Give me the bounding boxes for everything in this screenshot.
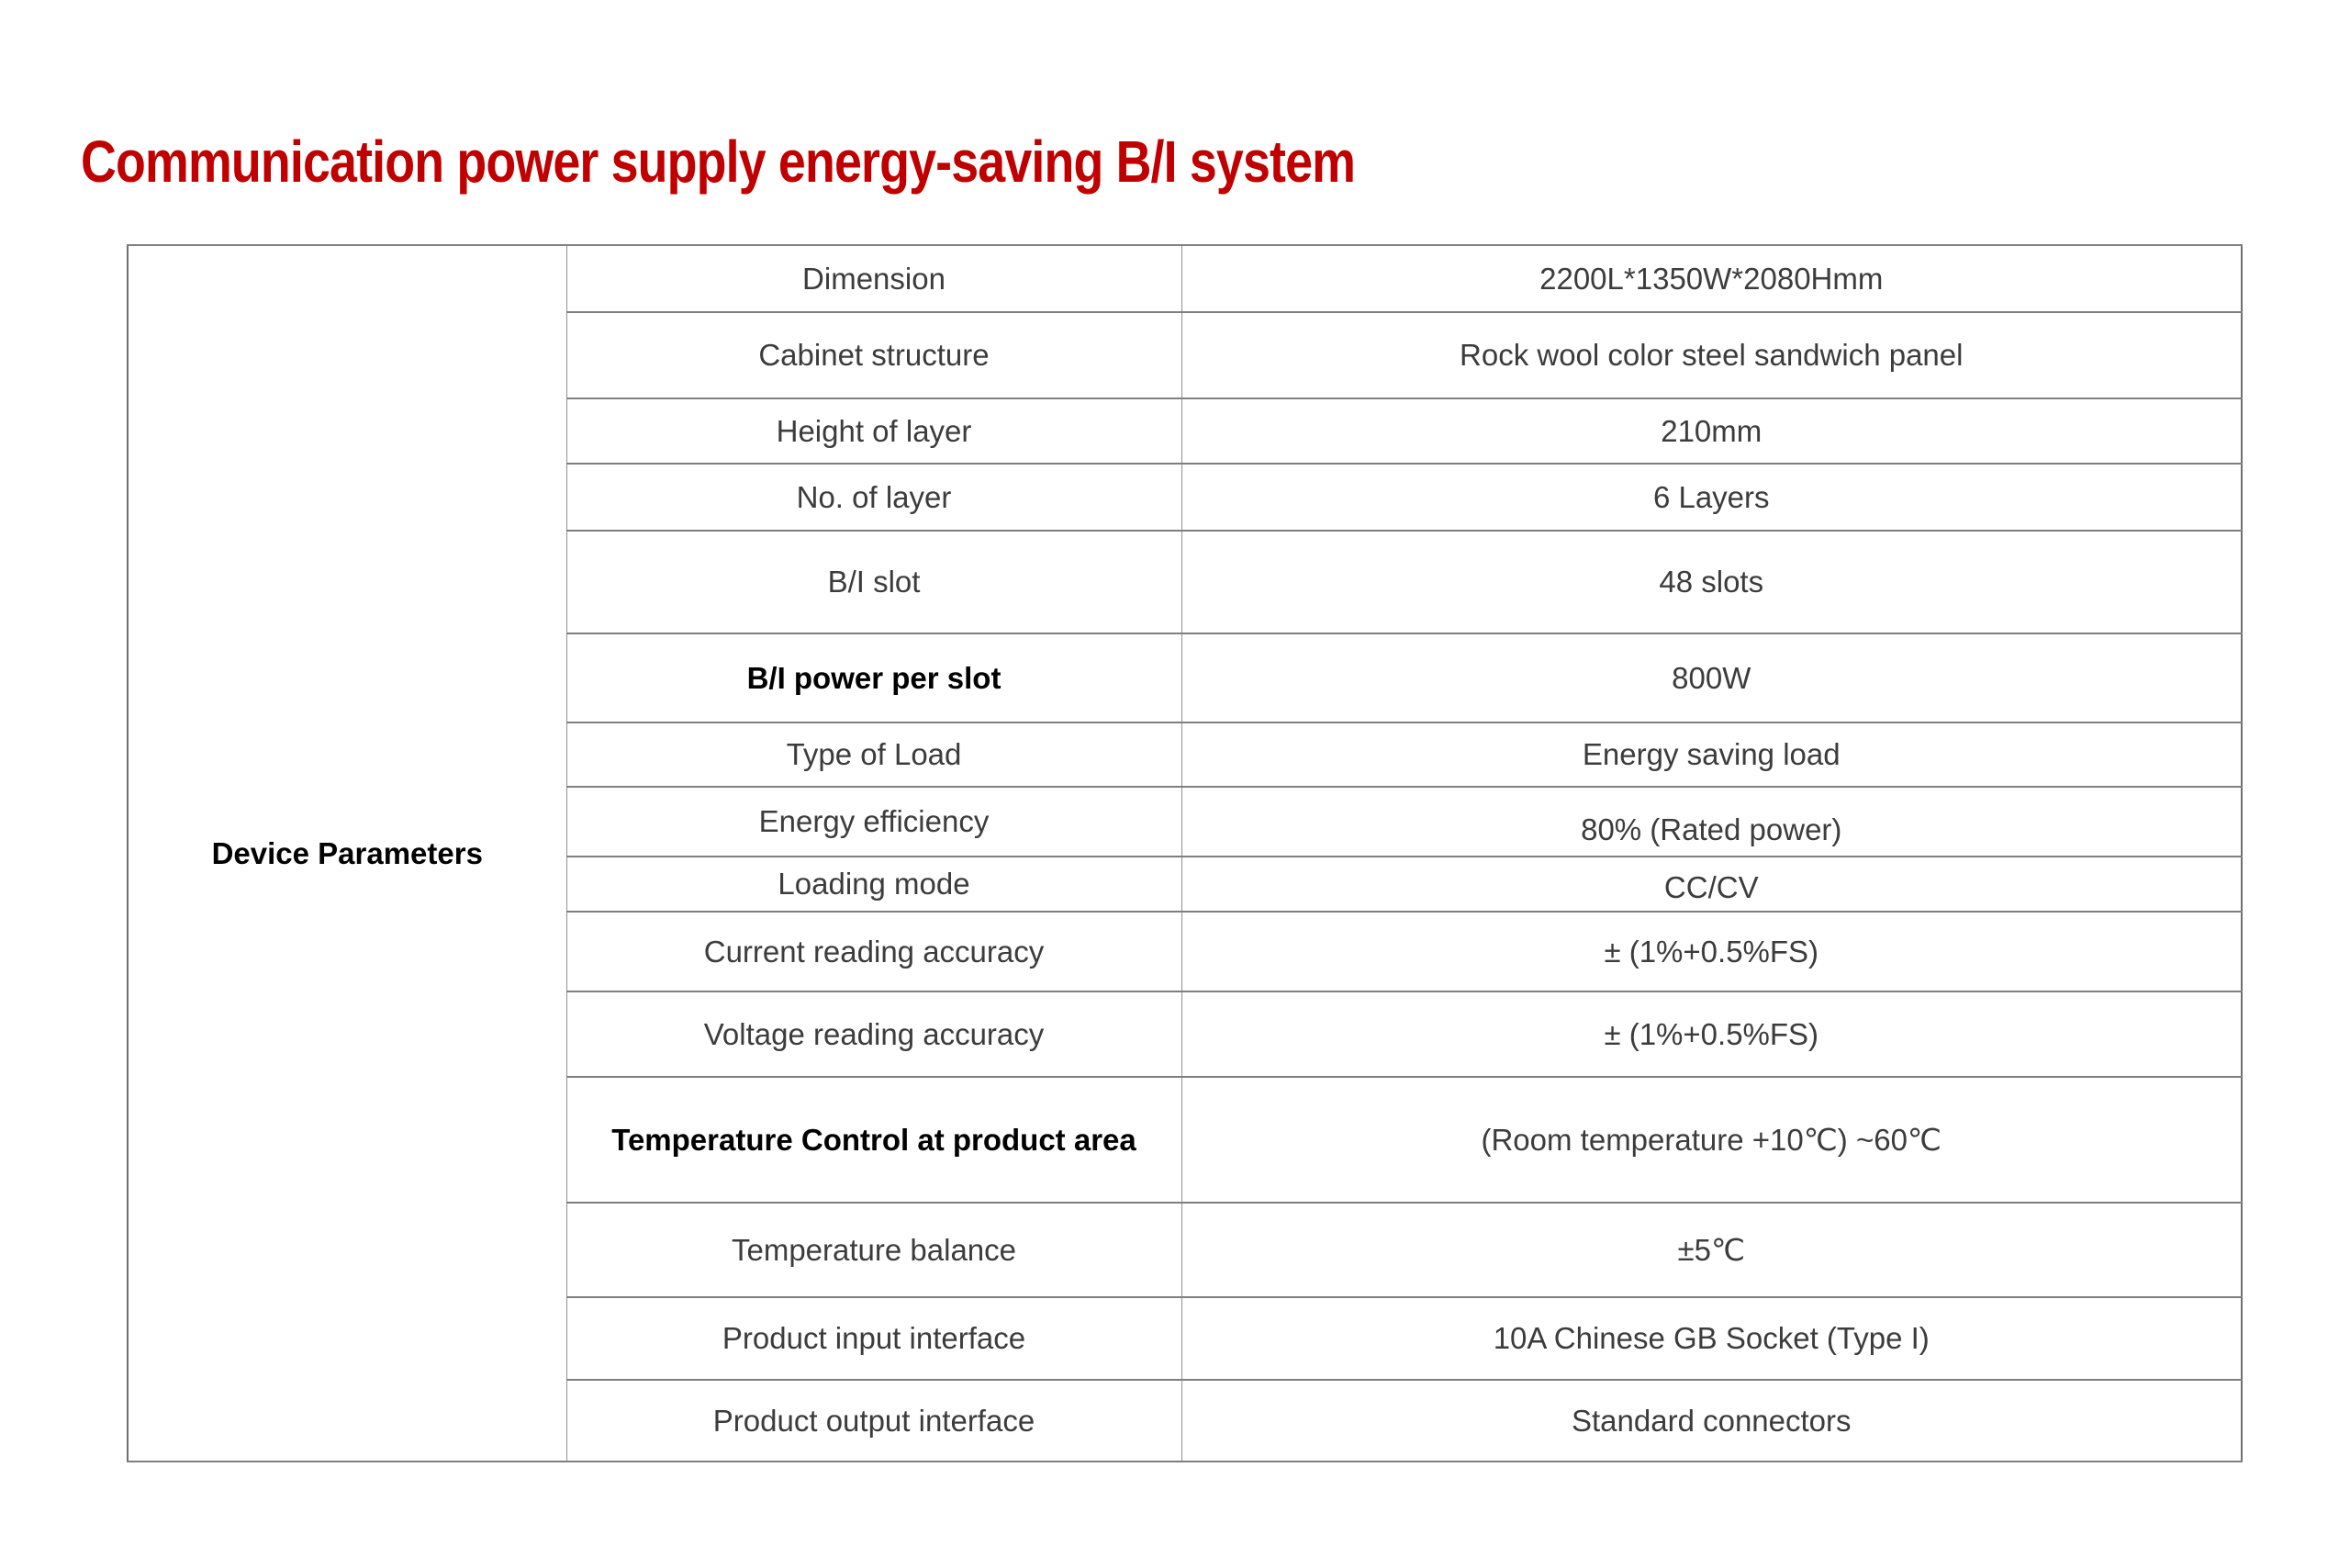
table-row: Product output interface Standard connec… [128,1379,2243,1462]
param-value: CC/CV [1181,856,2243,913]
param-label: Product output interface [565,1379,1182,1462]
param-label: Type of Load [565,722,1182,788]
param-value: Rock wool color steel sandwich panel [1181,311,2243,399]
page-title: Communication power supply energy-saving… [81,128,1356,195]
table-row-header: Device Parameters [127,244,567,1462]
param-label: Energy efficiency [565,786,1182,857]
table-row: Type of Load Energy saving load [128,722,2243,788]
param-label: Cabinet structure [565,311,1182,399]
table-row: Energy efficiency 80% (Rated power) [128,786,2243,857]
table-row: Height of layer 210mm [128,398,2243,465]
table-row: Voltage reading accuracy ± (1%+0.5%FS) [128,991,2243,1078]
spec-table: Device Parameters Dimension 2200L*1350W*… [127,244,2243,1462]
param-value: 2200L*1350W*2080Hmm [1181,244,2243,313]
param-value: 800W [1181,633,2243,723]
spec-table-body: Device Parameters Dimension 2200L*1350W*… [127,244,2243,1462]
param-value: 6 Layers [1181,463,2243,532]
table-row: B/I power per slot 800W [128,633,2243,723]
param-label: No. of layer [565,463,1182,532]
table-row: Loading mode CC/CV [128,856,2243,913]
table-row: B/I slot 48 slots [128,530,2243,634]
param-value: 80% (Rated power) [1181,786,2243,857]
param-label: Current reading accuracy [565,911,1182,992]
table-row: Temperature balance ±5℃ [128,1202,2243,1298]
param-value: ± (1%+0.5%FS) [1181,991,2243,1078]
param-value: (Room temperature +10℃) ~60℃ [1181,1076,2243,1204]
param-label: Product input interface [565,1296,1182,1381]
param-label: Voltage reading accuracy [565,991,1182,1078]
param-value: ±5℃ [1181,1202,2243,1298]
table-row: Temperature Control at product area (Roo… [128,1076,2243,1204]
table-row: No. of layer 6 Layers [128,463,2243,532]
param-value: 48 slots [1181,530,2243,634]
param-label: Loading mode [565,856,1182,913]
param-label: Dimension [565,244,1182,313]
param-value: 10A Chinese GB Socket (Type I) [1181,1296,2243,1381]
table-row: Device Parameters Dimension 2200L*1350W*… [127,244,2243,1462]
param-value: 210mm [1181,398,2243,465]
param-label: B/I slot [565,530,1182,634]
param-value: ± (1%+0.5%FS) [1181,911,2243,992]
table-row: Current reading accuracy ± (1%+0.5%FS) [128,911,2243,992]
param-value: Energy saving load [1181,722,2243,788]
table-row: Cabinet structure Rock wool color steel … [128,311,2243,399]
param-value: Standard connectors [1181,1379,2243,1462]
param-label: Temperature balance [565,1202,1182,1298]
param-label: Height of layer [565,398,1182,465]
table-row: Product input interface 10A Chinese GB S… [128,1296,2243,1381]
param-label: Temperature Control at product area [565,1076,1182,1204]
param-label: B/I power per slot [565,633,1182,723]
